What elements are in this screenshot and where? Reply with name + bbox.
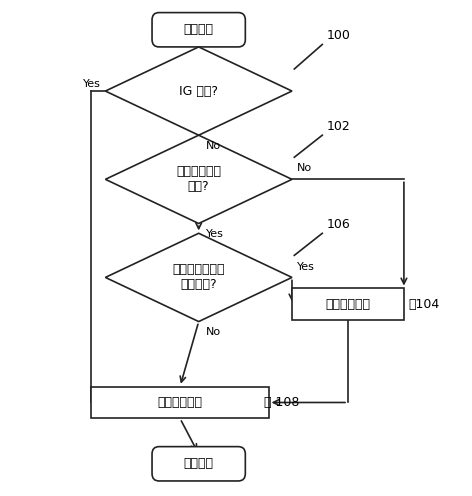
Bar (92, 386, 269, 419)
Polygon shape (105, 47, 292, 135)
Text: Yes: Yes (296, 261, 314, 271)
Text: エンクロージャ
が水濡れ?: エンクロージャ が水濡れ? (172, 263, 225, 292)
FancyBboxPatch shape (152, 446, 245, 481)
Text: No: No (206, 141, 221, 151)
Text: 106: 106 (327, 218, 351, 231)
Text: ～ 108: ～ 108 (264, 396, 299, 409)
Text: 自動停止条件
成立?: 自動停止条件 成立? (176, 165, 221, 193)
Text: Yes: Yes (206, 229, 224, 240)
Text: 内燃機関停止: 内燃機関停止 (158, 396, 202, 409)
FancyBboxPatch shape (152, 12, 245, 47)
Text: 100: 100 (327, 29, 351, 42)
Text: リターン: リターン (184, 457, 214, 470)
Text: No: No (296, 164, 312, 174)
Polygon shape (105, 135, 292, 224)
Text: No: No (206, 327, 221, 337)
Text: ～104: ～104 (409, 298, 440, 311)
Text: スタート: スタート (184, 23, 214, 36)
Bar (292, 289, 404, 320)
Text: IG オフ?: IG オフ? (179, 84, 218, 98)
Text: Yes: Yes (83, 79, 101, 89)
Text: 102: 102 (327, 120, 351, 133)
Polygon shape (105, 233, 292, 321)
Text: 内燃機関運転: 内燃機関運転 (326, 298, 371, 311)
